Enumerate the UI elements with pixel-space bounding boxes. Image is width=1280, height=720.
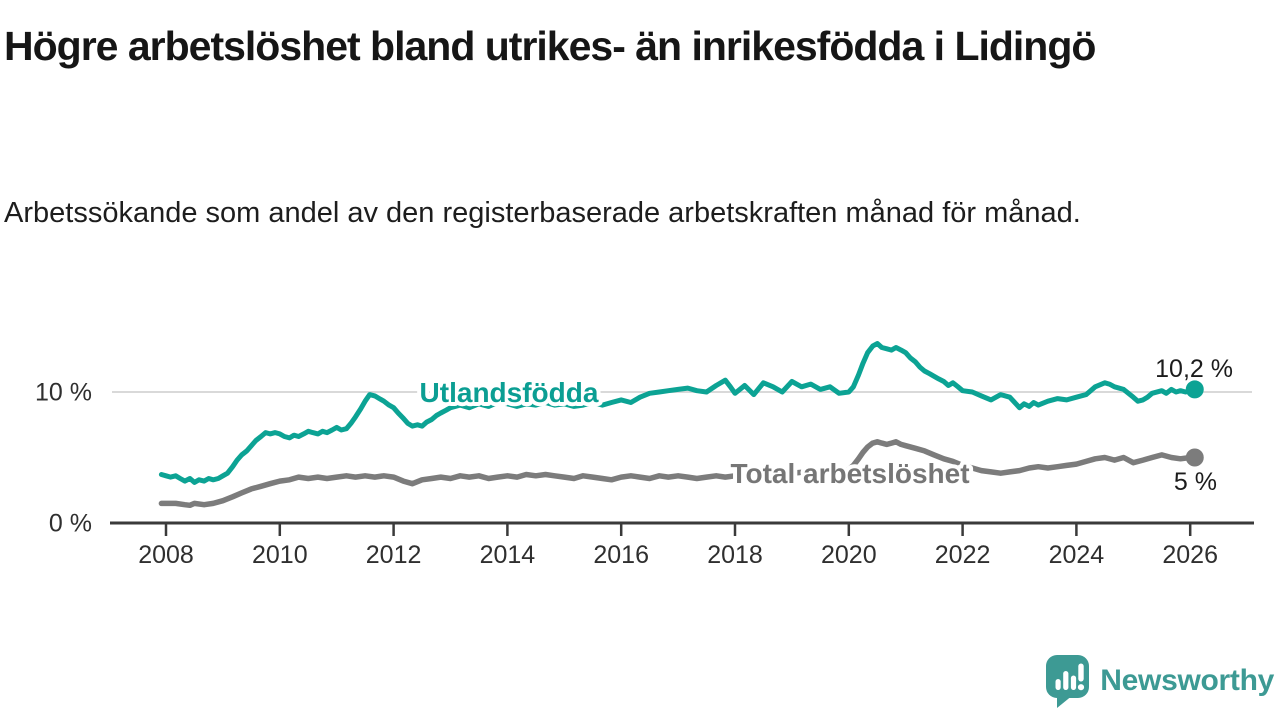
- x-tick-label-2024: 2024: [1049, 541, 1105, 569]
- y-tick-label-10: 10 %: [35, 379, 92, 407]
- end-value-label-utlandsfodda: 10,2 %: [1155, 355, 1233, 383]
- x-tick-label-2008: 2008: [138, 541, 194, 569]
- x-tick-label-2012: 2012: [366, 541, 422, 569]
- end-dot-total-arbetsloshet: [1185, 448, 1204, 467]
- series-line-utlandsfodda: [158, 341, 1198, 485]
- page-title: Högre arbetslöshet bland utrikes- än inr…: [4, 23, 1096, 69]
- x-tick-label-2018: 2018: [707, 541, 763, 569]
- x-tick-label-2010: 2010: [252, 541, 308, 569]
- x-tick-label-2026: 2026: [1162, 541, 1218, 569]
- x-tick-label-2016: 2016: [593, 541, 649, 569]
- end-dot-utlandsfodda: [1185, 380, 1204, 399]
- series-label-utlandsfodda: Utlandsfödda: [420, 377, 599, 408]
- series-line-total-arbetsloshet: [158, 439, 1198, 509]
- end-value-label-total-arbetsloshet: 5 %: [1174, 468, 1217, 496]
- series-label-total-arbetsloshet: Total arbetslöshet: [730, 458, 969, 489]
- newsworthy-logo: Newsworthy: [1045, 654, 1274, 708]
- x-tick-label-2022: 2022: [935, 541, 991, 569]
- newsworthy-logo-text: Newsworthy: [1100, 664, 1274, 697]
- newsworthy-bubble-chart-icon: [1046, 655, 1090, 708]
- page-subtitle: Arbetssökande som andel av den registerb…: [4, 197, 1081, 229]
- y-tick-label-0: 0 %: [49, 510, 92, 538]
- x-tick-label-2020: 2020: [821, 541, 877, 569]
- x-tick-label-2014: 2014: [480, 541, 536, 569]
